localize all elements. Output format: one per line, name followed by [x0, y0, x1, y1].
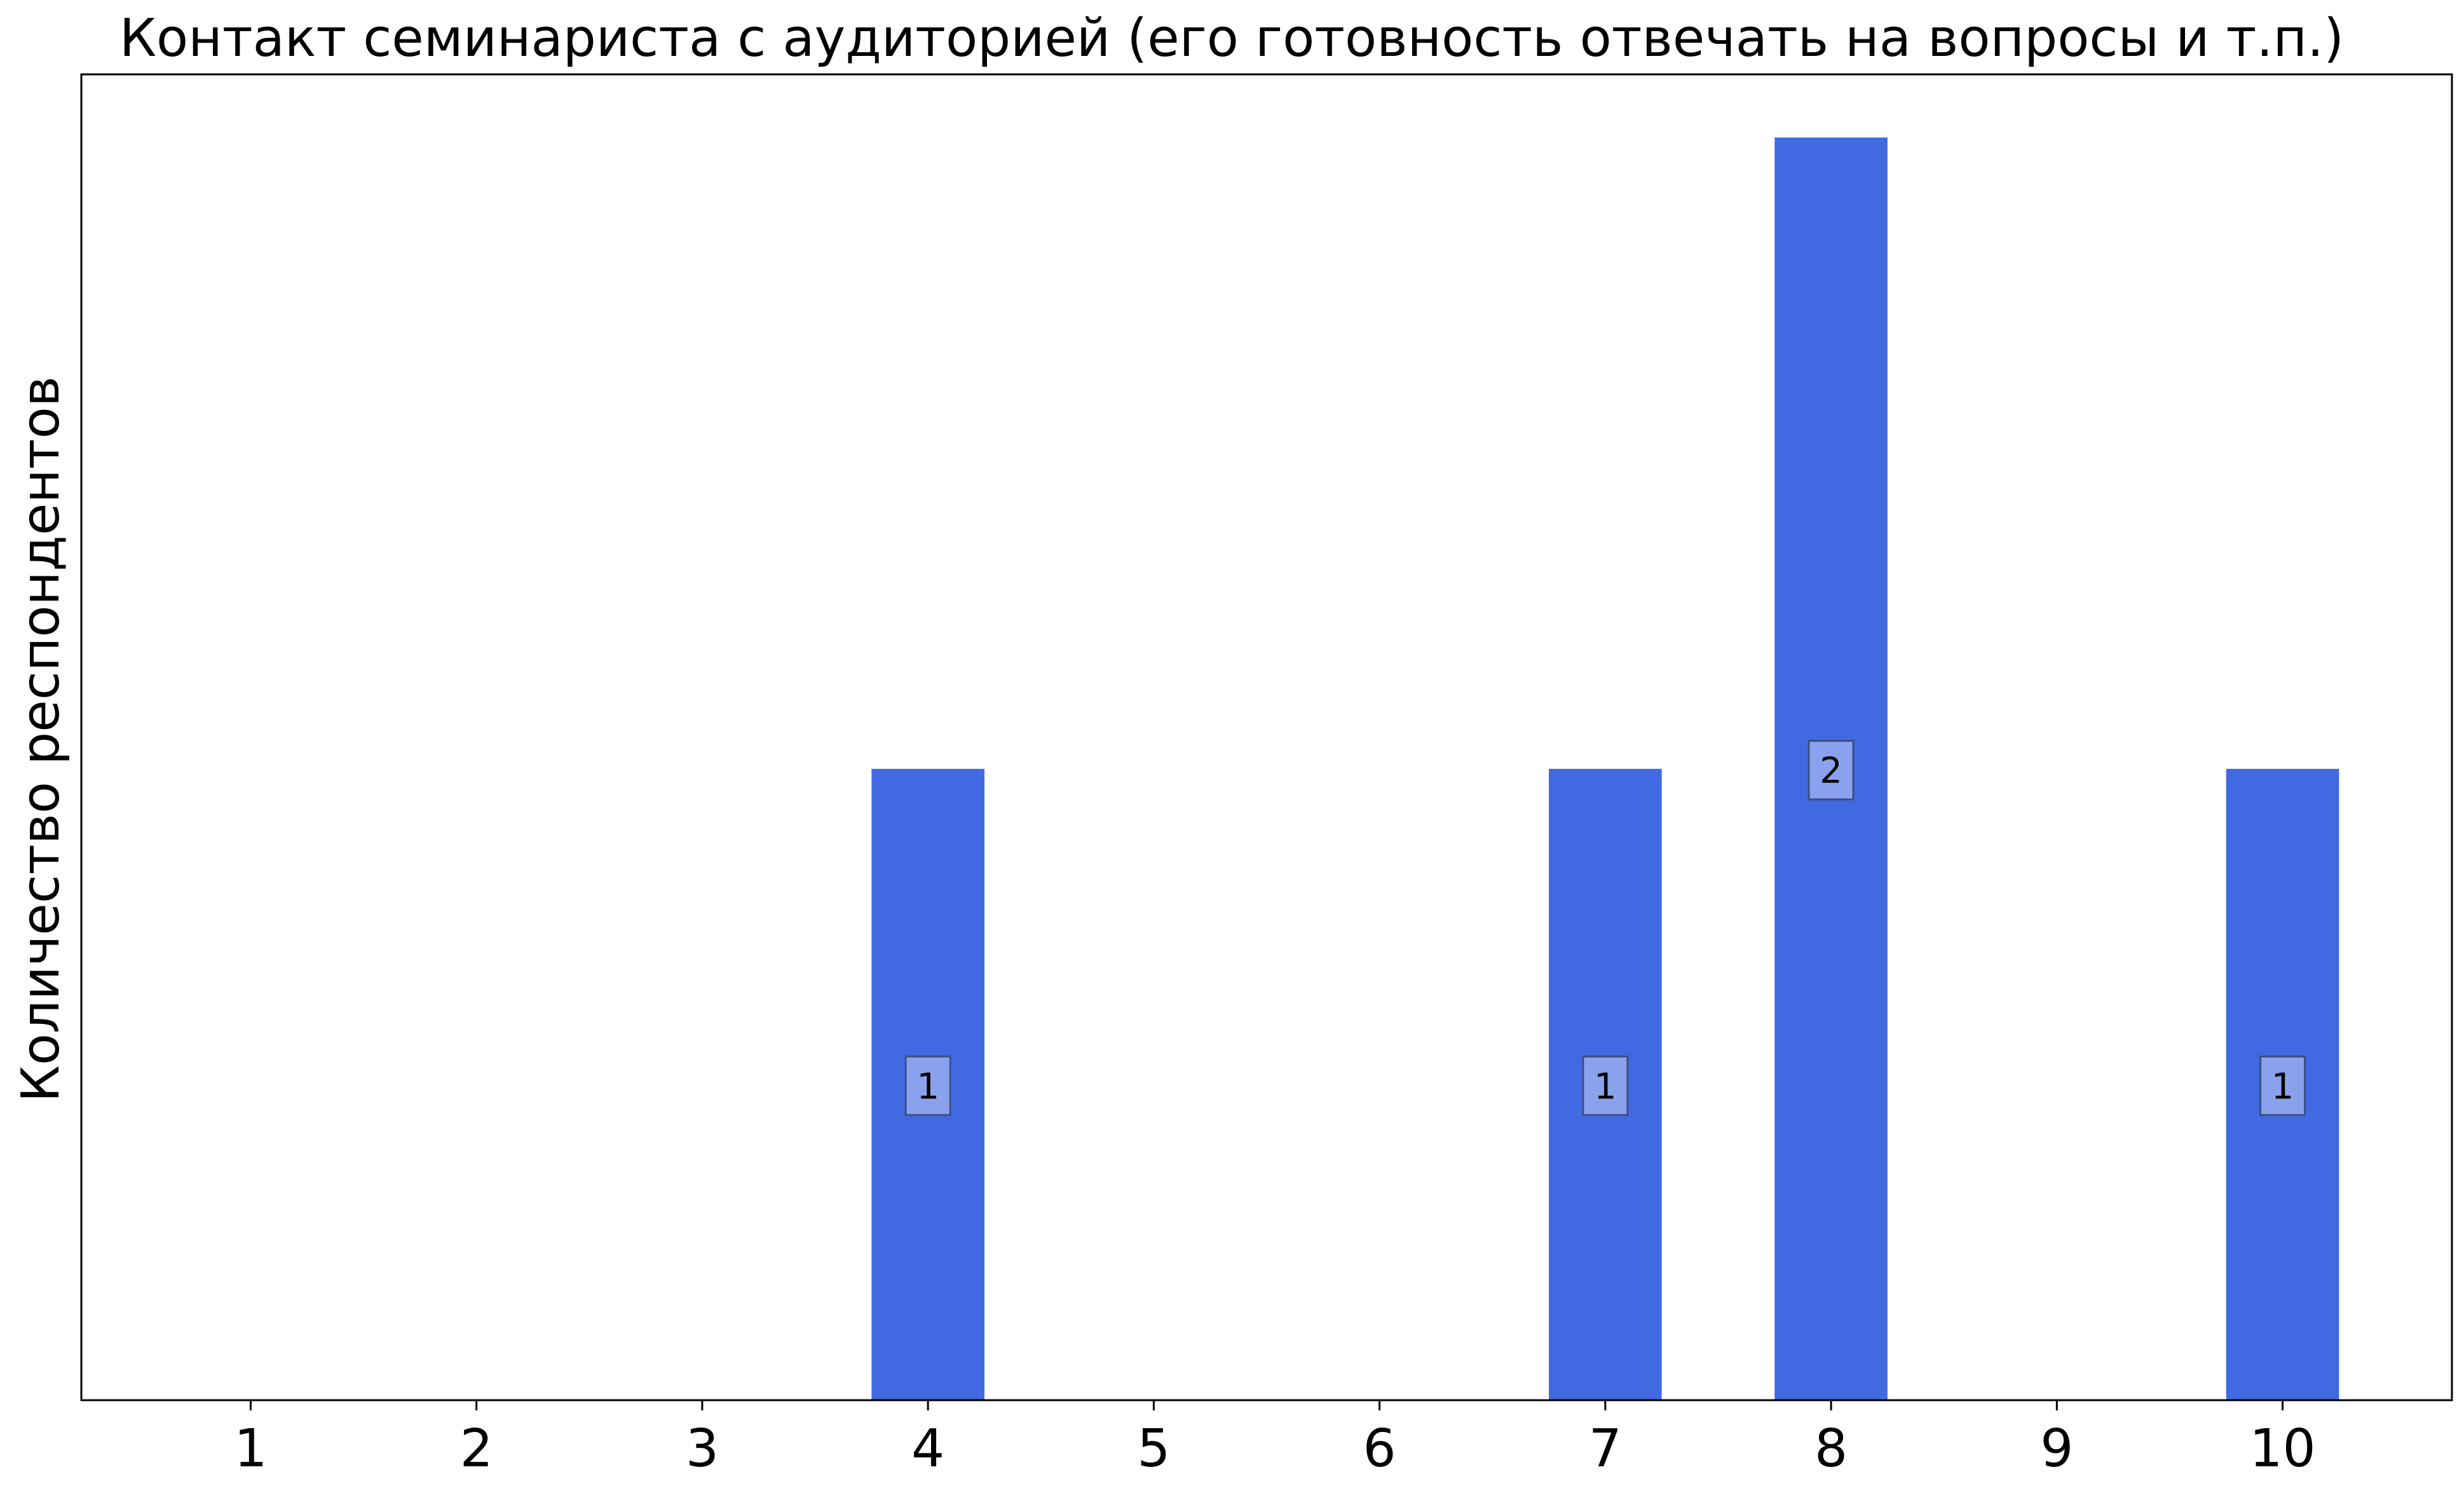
- data-label-4: 1: [916, 1066, 939, 1107]
- x-axis-ticks: 1 2 3 4 5 6 7 8 9 10: [234, 1400, 2316, 1479]
- bars-group: [871, 137, 2339, 1400]
- y-axis-label: Количество респондентов: [11, 376, 71, 1102]
- data-label-box-8: [1807, 740, 1855, 801]
- data-label-box-7: [1582, 1055, 1629, 1116]
- x-tick-label-8: 8: [1814, 1419, 1848, 1479]
- x-tick-label-10: 10: [2249, 1419, 2315, 1479]
- data-label-7: 1: [1594, 1066, 1617, 1107]
- x-tick-label-7: 7: [1589, 1419, 1622, 1479]
- data-label-box-4: [904, 1055, 951, 1116]
- data-label-box-10: [2259, 1055, 2306, 1116]
- x-tick-label-9: 9: [2040, 1419, 2073, 1479]
- chart-title: Контакт семинариста с аудиторией (его го…: [119, 8, 2344, 69]
- data-label-10: 1: [2271, 1066, 2294, 1107]
- x-tick-label-4: 4: [911, 1419, 944, 1479]
- x-tick-label-2: 2: [460, 1419, 493, 1479]
- x-tick-label-3: 3: [686, 1419, 719, 1479]
- x-tick-label-1: 1: [234, 1419, 267, 1479]
- data-label-8: 2: [1820, 751, 1842, 792]
- x-tick-label-6: 6: [1363, 1419, 1396, 1479]
- data-labels-group: 1 1 2 1: [904, 740, 2306, 1116]
- x-tick-label-5: 5: [1137, 1419, 1170, 1479]
- plot-area-frame: [80, 73, 2453, 1401]
